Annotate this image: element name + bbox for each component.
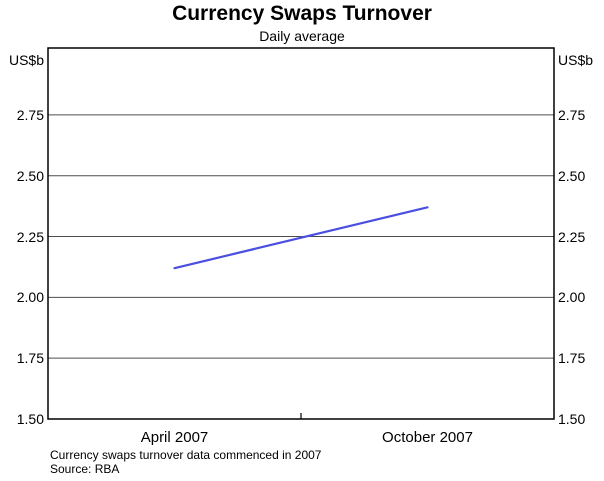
y-tick-label-left: 1.50: [16, 411, 44, 427]
y-tick-label-left: 2.75: [16, 106, 44, 123]
footnote-source: Source: RBA: [50, 462, 120, 476]
x-axis-label: October 2007: [382, 429, 473, 446]
y-tick-label-right: 2.25: [558, 228, 586, 245]
y-tick-label-right: 2.50: [558, 167, 586, 184]
y-tick-label-left: 2.00: [16, 289, 44, 306]
y-tick-label-left: 2.25: [16, 228, 44, 245]
y-axis-unit-right: US$b: [558, 52, 594, 68]
chart-subtitle: Daily average: [259, 28, 345, 44]
x-axis-label: April 2007: [140, 429, 209, 446]
y-tick-label-right: 1.75: [558, 350, 586, 367]
y-tick-label-right: 1.50: [558, 411, 586, 427]
chart-title: Currency Swaps Turnover: [172, 2, 432, 25]
y-tick-label-right: 2.75: [558, 106, 586, 123]
footnote-line: Currency swaps turnover data commenced i…: [50, 448, 322, 462]
y-tick-label-right: 2.00: [558, 289, 586, 306]
y-tick-label-left: 1.75: [16, 350, 44, 367]
y-tick-label-left: 2.50: [16, 167, 44, 184]
data-line: [173, 206, 429, 270]
plot-border: [47, 47, 555, 420]
y-axis-unit-left: US$b: [8, 52, 44, 68]
